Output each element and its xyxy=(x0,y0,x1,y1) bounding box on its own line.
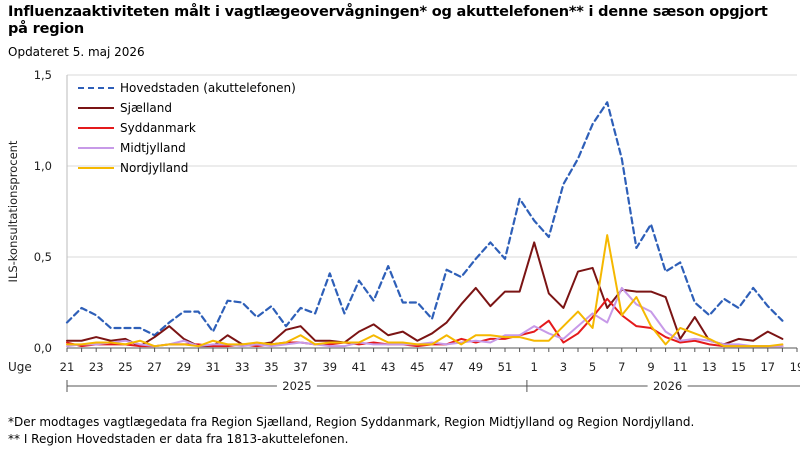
series-line-hovedstaden xyxy=(65,101,784,337)
x-tick-label: 7 xyxy=(618,360,625,374)
x-tick-label: 15 xyxy=(731,360,746,374)
x-axis-prefix: Uge xyxy=(8,360,32,374)
x-tick-label: 39 xyxy=(322,360,337,374)
legend-label: Hovedstaden (akuttelefonen) xyxy=(120,81,296,95)
x-tick-label: 19 xyxy=(790,360,800,374)
x-tick-label: 45 xyxy=(410,360,425,374)
x-tick-label: 41 xyxy=(352,360,367,374)
year-label: 2026 xyxy=(653,379,682,393)
x-tick-label: 13 xyxy=(702,360,717,374)
legend-swatch xyxy=(78,87,114,89)
x-tick-label: 31 xyxy=(206,360,221,374)
legend: Hovedstaden (akuttelefonen) Sjælland Sydda… xyxy=(78,78,296,178)
legend-swatch xyxy=(78,127,114,129)
x-tick-label: 35 xyxy=(264,360,279,374)
x-tick-label: 51 xyxy=(498,360,513,374)
y-tick-label: 1,0 xyxy=(34,159,52,173)
series-line-nordjylland xyxy=(66,234,784,348)
series-line-sjælland xyxy=(66,241,784,348)
x-tick-label: 49 xyxy=(468,360,483,374)
x-tick-label: 17 xyxy=(760,360,775,374)
x-tick-label: 21 xyxy=(60,360,75,374)
legend-swatch xyxy=(78,147,114,149)
y-tick-label: 0,0 xyxy=(34,341,52,355)
legend-item: Midtjylland xyxy=(78,138,296,158)
x-tick-label: 43 xyxy=(381,360,396,374)
updated-date: Opdateret 5. maj 2026 xyxy=(8,45,145,59)
legend-item: Hovedstaden (akuttelefonen) xyxy=(78,78,296,98)
x-tick-label: 33 xyxy=(235,360,250,374)
y-tick-label: 1,5 xyxy=(34,68,52,82)
x-tick-label: 11 xyxy=(673,360,688,374)
legend-label: Midtjylland xyxy=(120,141,186,155)
x-tick-label: 37 xyxy=(293,360,308,374)
legend-label: Sjælland xyxy=(120,101,172,115)
y-tick-label: 0,5 xyxy=(34,250,52,264)
x-tick-label: 23 xyxy=(89,360,104,374)
x-tick-label: 25 xyxy=(118,360,133,374)
y-axis-label: ILS-konsultationsprocent xyxy=(6,140,20,282)
legend-label: Syddanmark xyxy=(120,121,196,135)
legend-item: Nordjylland xyxy=(78,158,296,178)
footnote-1: *Der modtages vagtlægedata fra Region Sj… xyxy=(8,415,695,429)
chart-title: Influenzaaktiviteten målt i vagtlægeover… xyxy=(8,4,768,37)
x-tick-label: 1 xyxy=(531,360,538,374)
x-tick-label: 27 xyxy=(147,360,162,374)
legend-item: Syddanmark xyxy=(78,118,296,138)
x-tick-label: 9 xyxy=(647,360,654,374)
x-tick-label: 47 xyxy=(439,360,454,374)
footnote-2: ** I Region Hovedstaden er data fra 1813… xyxy=(8,432,349,446)
legend-item: Sjælland xyxy=(78,98,296,118)
x-tick-label: 3 xyxy=(560,360,567,374)
legend-label: Nordjylland xyxy=(120,161,189,175)
x-tick-label: 29 xyxy=(176,360,191,374)
x-tick-label: 5 xyxy=(589,360,596,374)
legend-swatch xyxy=(78,167,114,169)
legend-swatch xyxy=(78,107,114,109)
year-label: 2025 xyxy=(282,379,311,393)
